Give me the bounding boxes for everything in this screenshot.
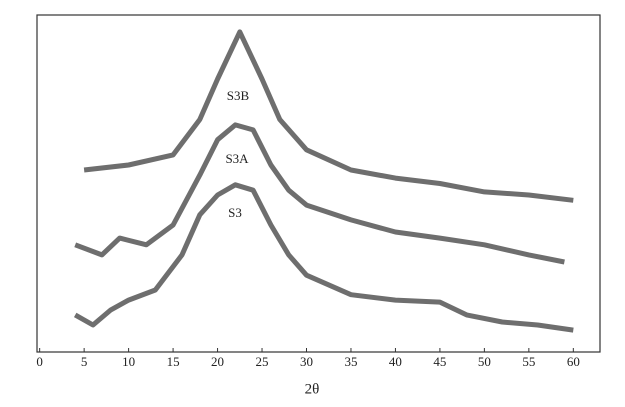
x-tick-label: 5 <box>81 354 88 369</box>
curve-label: S3 <box>228 205 242 220</box>
curve-label: S3B <box>227 88 250 103</box>
x-tick-label: 60 <box>567 354 580 369</box>
x-tick-label: 45 <box>433 354 446 369</box>
x-tick-label: 0 <box>36 354 43 369</box>
xrd-curve <box>83 29 574 203</box>
x-tick-label: 30 <box>300 354 313 369</box>
curve-label: S3A <box>225 151 249 166</box>
x-tick-label: 20 <box>211 354 224 369</box>
x-tick-label: 35 <box>344 354 357 369</box>
x-tick-label: 15 <box>167 354 180 369</box>
x-tick-label: 40 <box>389 354 402 369</box>
x-tick-label: 25 <box>256 354 269 369</box>
plot-frame <box>36 14 601 353</box>
x-tick-label: 55 <box>522 354 535 369</box>
xrd-curve <box>74 122 565 265</box>
x-tick-label: 10 <box>122 354 135 369</box>
xrd-curve <box>73 182 574 333</box>
x-axis-label: 2θ <box>305 381 320 397</box>
x-tick-label: 50 <box>478 354 491 369</box>
